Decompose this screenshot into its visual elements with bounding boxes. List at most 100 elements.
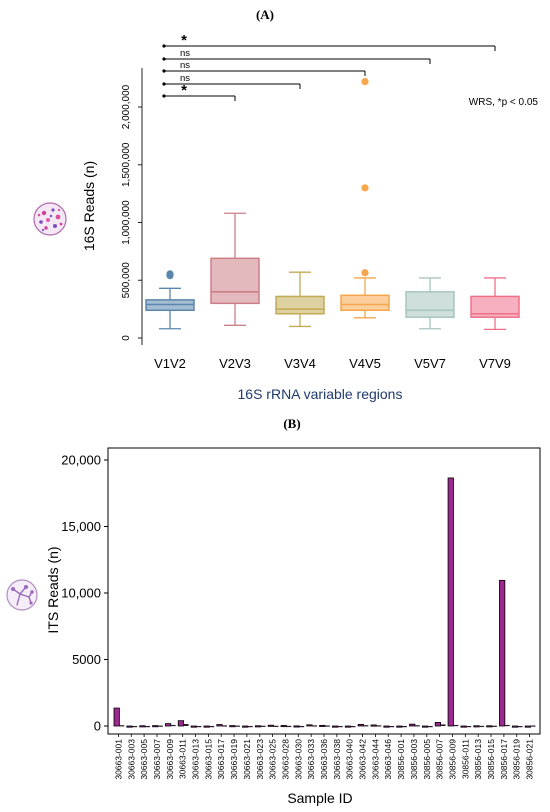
bar-30663-009 (164, 723, 172, 727)
bar-secondary-30663-021 (247, 726, 253, 728)
outlier-point (361, 269, 369, 277)
bar-secondary-30856-015 (492, 725, 497, 727)
bar-30856-011 (460, 725, 467, 728)
panel-b-y-tick-label: 0 (94, 719, 101, 734)
fungal-hyphae-icon (6, 579, 38, 611)
bar-secondary-30856-001 (402, 726, 407, 728)
bar-30663-023 (254, 725, 262, 728)
panel-b-x-tick-label: 30663-003 (126, 739, 136, 780)
bar-30856-003 (409, 723, 416, 727)
bar-30663-007 (152, 725, 159, 728)
bar-30663-046 (383, 725, 390, 728)
panel-b-label: (B) (283, 416, 300, 431)
panel-a-x-tick-label: V7V9 (479, 356, 511, 371)
bar-secondary-30663-005 (145, 726, 150, 728)
panel-b-x-tick-label: 30663-001 (113, 739, 123, 780)
panel-b-x-tick-label: 30663-007 (152, 739, 162, 780)
box-iqr (210, 257, 260, 305)
significance-bracket-dot (162, 82, 166, 86)
panel-b-x-tick-label: 30856-013 (473, 739, 483, 780)
bar-30663-028 (280, 725, 287, 728)
bar-secondary-30663-025 (273, 725, 279, 727)
panel-b-y-tick-label: 5000 (72, 652, 101, 667)
box-iqr (340, 294, 390, 312)
bar-30856-015 (486, 725, 493, 728)
box-v3v4 (275, 271, 325, 328)
box-iqr (405, 291, 455, 318)
significance-label: ns (180, 48, 190, 59)
panel-b-y-axis-title: ITS Reads (n) (45, 546, 61, 633)
panel-a-y-tick-label: 500,000 (121, 262, 132, 299)
panel-b-x-tick-label: 30663-009 (165, 739, 175, 780)
panel-a-x-axis-title: 16S rRNA variable regions (238, 386, 403, 402)
bar-30663-033 (306, 724, 313, 727)
panel-b-x-tick-label: 30663-017 (216, 739, 226, 780)
bar-30663-021 (242, 725, 249, 728)
panel-b-x-axis-title: Sample ID (287, 790, 352, 806)
bar-secondary-30856-005 (427, 726, 433, 728)
panel-a-boxes (145, 77, 520, 330)
panel-b-y-ticks: 0 5000 10,000 15,000 20,000 (61, 453, 108, 734)
bar-30663-019 (229, 725, 236, 728)
panel-b-x-tick-label: 30663-038 (332, 739, 342, 780)
significance-label: ns (180, 73, 190, 84)
bar-30856-021 (524, 725, 531, 728)
bar-secondary-30663-038 (337, 726, 343, 728)
bar-30663-011 (177, 720, 185, 727)
bar-30663-017 (216, 724, 223, 727)
bar-secondary-30663-033 (312, 725, 318, 727)
panel-b-x-tick-label: 30663-046 (383, 739, 393, 780)
panel-b-x-tick-label: 30663-028 (280, 739, 290, 780)
box-v4v5 (340, 77, 390, 319)
bar-secondary-30856-021 (530, 725, 536, 727)
bar-secondary-30856-003 (414, 725, 420, 727)
bar-30663-001 (113, 707, 120, 727)
panel-b-x-tick-label: 30663-030 (293, 739, 303, 780)
bar-30856-019 (511, 725, 519, 728)
panel-b-x-tick-label: 30856-017 (499, 739, 509, 780)
bar-secondary-30856-017 (504, 724, 510, 727)
bar-30663-038 (332, 725, 339, 728)
bar-30856-005 (421, 725, 429, 728)
bar-30663-040 (344, 725, 352, 728)
panel-a-note: WRS, *p < 0.05 (469, 97, 539, 108)
panel-a-x-tick-label: V3V4 (284, 356, 316, 371)
bar-secondary-30663-017 (222, 725, 228, 727)
significance-bracket-dot (162, 94, 166, 98)
bar-secondary-30663-036 (324, 725, 330, 727)
panel-b-x-tick-label: 30663-042 (358, 739, 368, 780)
bar-30663-005 (139, 725, 146, 728)
significance-label: ns (180, 60, 190, 71)
bar-secondary-30663-009 (170, 724, 176, 727)
bar-secondary-30663-044 (376, 725, 382, 727)
panel-b-x-tick-label: 30856-011 (460, 739, 470, 779)
bar-30663-013 (190, 725, 197, 728)
panel-b-x-tick-label: 30663-025 (268, 739, 278, 780)
panel-b-x-tick-label: 30663-044 (370, 739, 380, 780)
bar-secondary-30856-007 (440, 724, 446, 726)
bar-30856-007 (434, 722, 442, 727)
bar-secondary-30663-015 (209, 726, 215, 728)
panel-b-x-tick-label: 30663-005 (139, 739, 149, 780)
panel-b-x-tick-label: 30856-021 (525, 739, 535, 780)
panel-a-y-tick-label: 0 (121, 335, 132, 341)
panel-b-x-tick-label: 30663-036 (319, 739, 329, 780)
panel-a-x-tick-label: V1V2 (154, 356, 186, 371)
panel-b-x-tick-label: 30663-011 (178, 739, 188, 779)
bar-30663-030 (293, 725, 300, 728)
box-v5v7 (405, 277, 455, 330)
panel-b-bars (113, 477, 536, 728)
panel-b-x-tick-label: 30856-019 (512, 739, 522, 780)
bar-secondary-30663-003 (132, 726, 138, 728)
bar-secondary-30663-030 (299, 726, 305, 728)
stained-bacteria-cells-icon (33, 202, 67, 236)
bar-30856-017 (499, 579, 506, 727)
panel-b-x-tick-label: 30663-019 (229, 739, 239, 780)
panel-b-x-tick-label: 30856-007 (435, 739, 445, 780)
panel-b-y-tick-label: 10,000 (61, 586, 101, 601)
bar-secondary-30663-011 (183, 724, 189, 726)
panel-a-x-tick-label: V2V3 (219, 356, 251, 371)
bar-secondary-30663-013 (196, 726, 202, 728)
